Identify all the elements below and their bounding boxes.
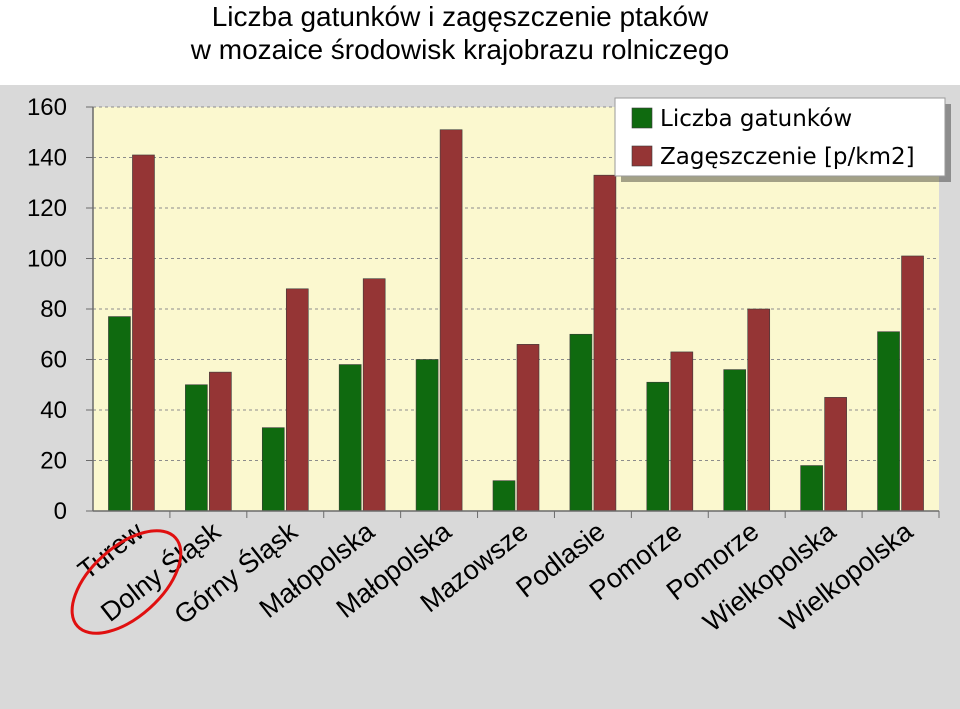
bars — [108, 129, 924, 512]
legend-swatch — [631, 145, 653, 167]
bar-liczba-gatunkow — [261, 427, 285, 512]
highlight-circle — [70, 529, 183, 635]
bar-zageszczenie — [824, 397, 847, 512]
bar-liczba-gatunkow — [800, 465, 823, 512]
y-tick-label: 120 — [27, 195, 67, 222]
chart-title-line-1: Liczba gatunków i zagęszczenie ptaków — [211, 1, 709, 32]
bar-zageszczenie — [132, 154, 155, 512]
bar-zageszczenie — [209, 371, 232, 512]
y-tick-label: 80 — [40, 296, 67, 323]
y-tick-label: 140 — [27, 145, 67, 172]
bar-liczba-gatunkow — [338, 364, 362, 512]
y-tick-label: 100 — [27, 246, 67, 273]
bar-zageszczenie — [362, 278, 386, 512]
bar-zageszczenie — [285, 288, 309, 512]
bar-liczba-gatunkow — [723, 369, 747, 512]
bar-zageszczenie — [516, 344, 540, 512]
y-tick-label: 0 — [54, 498, 67, 525]
axes — [92, 107, 940, 518]
bar-liczba-gatunkow — [108, 316, 131, 512]
chart-title-line-2: w mozaice środowisk krajobrazu rolniczeg… — [190, 34, 730, 65]
y-tick-label: 160 — [27, 94, 67, 121]
legend-swatch — [631, 107, 653, 129]
bar-liczba-gatunkow — [569, 333, 593, 512]
y-tick-label: 40 — [40, 397, 67, 424]
legend-box — [614, 97, 946, 177]
grid-lines — [93, 106, 939, 461]
legend-label: Liczba gatunków — [660, 106, 852, 132]
legend-label: Zagęszczenie [p/km2] — [660, 144, 915, 170]
y-tick-label: 60 — [40, 347, 67, 374]
y-tick-label: 20 — [40, 448, 67, 475]
bar-zageszczenie — [670, 351, 694, 512]
y-axis-ticks: 0 20 40 60 80 100 120 140 160 — [27, 94, 93, 525]
chart-title: Liczba gatunków i zagęszczenie ptaków w … — [0, 0, 920, 66]
bar-liczba-gatunkow — [492, 480, 516, 512]
bar-zageszczenie — [901, 255, 924, 512]
highlight-ellipse — [70, 529, 183, 635]
bar-liczba-gatunkow — [415, 359, 439, 512]
bar-zageszczenie — [439, 129, 463, 512]
bar-liczba-gatunkow — [185, 384, 208, 512]
bar-zageszczenie — [747, 308, 771, 512]
bar-liczba-gatunkow — [877, 331, 900, 512]
legend: Liczba gatunków Zagęszczenie [p/km2] — [614, 97, 951, 182]
bar-zageszczenie — [593, 174, 617, 512]
bar-liczba-gatunkow — [646, 381, 670, 512]
